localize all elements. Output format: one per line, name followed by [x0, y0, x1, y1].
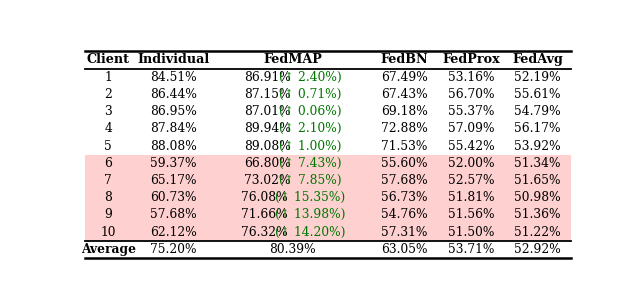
Text: Average: Average	[81, 243, 136, 256]
Text: 54.79%: 54.79%	[515, 105, 561, 118]
Text: 4: 4	[104, 122, 112, 135]
Text: 7: 7	[104, 174, 112, 187]
Text: (↑ 15.35%): (↑ 15.35%)	[275, 191, 346, 204]
Text: 51.56%: 51.56%	[447, 209, 494, 222]
Text: 56.73%: 56.73%	[381, 191, 428, 204]
Text: 51.22%: 51.22%	[515, 226, 561, 239]
Text: 52.57%: 52.57%	[447, 174, 494, 187]
Text: 75.20%: 75.20%	[150, 243, 196, 256]
Text: 8: 8	[104, 191, 112, 204]
Text: FedMAP: FedMAP	[264, 53, 323, 66]
Text: 51.65%: 51.65%	[515, 174, 561, 187]
Text: 73.02%: 73.02%	[244, 174, 291, 187]
Text: 55.37%: 55.37%	[448, 105, 494, 118]
Text: 63.05%: 63.05%	[381, 243, 428, 256]
Text: 57.31%: 57.31%	[381, 226, 428, 239]
Bar	[85, 189, 571, 206]
Text: 57.68%: 57.68%	[381, 174, 428, 187]
Text: 51.36%: 51.36%	[515, 209, 561, 222]
Text: 53.16%: 53.16%	[447, 71, 494, 84]
Text: 52.19%: 52.19%	[515, 71, 561, 84]
Text: 6: 6	[104, 157, 112, 170]
Text: (↑ 13.98%): (↑ 13.98%)	[275, 209, 346, 222]
Text: 76.32%: 76.32%	[241, 226, 288, 239]
Text: 50.98%: 50.98%	[515, 191, 561, 204]
Text: (↑ 7.43%): (↑ 7.43%)	[279, 157, 342, 170]
Text: 56.70%: 56.70%	[447, 88, 494, 101]
Text: 59.37%: 59.37%	[150, 157, 196, 170]
Text: 71.53%: 71.53%	[381, 140, 428, 153]
Text: 67.49%: 67.49%	[381, 71, 428, 84]
Text: 89.94%: 89.94%	[244, 122, 291, 135]
Text: 71.66%: 71.66%	[241, 209, 288, 222]
Text: 57.09%: 57.09%	[447, 122, 494, 135]
Text: 67.43%: 67.43%	[381, 88, 428, 101]
Text: (↑ 1.00%): (↑ 1.00%)	[279, 140, 342, 153]
Text: 9: 9	[104, 209, 112, 222]
Text: 69.18%: 69.18%	[381, 105, 428, 118]
Text: 51.34%: 51.34%	[515, 157, 561, 170]
Text: 86.91%: 86.91%	[244, 71, 291, 84]
Text: 55.60%: 55.60%	[381, 157, 428, 170]
Text: 60.73%: 60.73%	[150, 191, 196, 204]
Text: 52.92%: 52.92%	[515, 243, 561, 256]
Text: 56.17%: 56.17%	[515, 122, 561, 135]
Text: 88.08%: 88.08%	[150, 140, 196, 153]
Text: 55.61%: 55.61%	[515, 88, 561, 101]
Text: 5: 5	[104, 140, 112, 153]
Text: (↑ 0.71%): (↑ 0.71%)	[279, 88, 342, 101]
Text: 87.15%: 87.15%	[244, 88, 291, 101]
Text: 62.12%: 62.12%	[150, 226, 196, 239]
Text: (↑ 2.40%): (↑ 2.40%)	[279, 71, 342, 84]
Bar	[85, 224, 571, 241]
Text: 84.51%: 84.51%	[150, 71, 196, 84]
Text: 53.71%: 53.71%	[448, 243, 494, 256]
Text: 1: 1	[104, 71, 112, 84]
Text: 87.84%: 87.84%	[150, 122, 196, 135]
Text: (↑ 7.85%): (↑ 7.85%)	[279, 174, 342, 187]
Bar	[85, 155, 571, 172]
Text: FedProx: FedProx	[442, 53, 500, 66]
Text: 86.44%: 86.44%	[150, 88, 196, 101]
Text: 10: 10	[100, 226, 116, 239]
Text: 76.08%: 76.08%	[241, 191, 288, 204]
Text: FedAvg: FedAvg	[512, 53, 563, 66]
Text: (↑ 0.06%): (↑ 0.06%)	[279, 105, 342, 118]
Text: 72.88%: 72.88%	[381, 122, 428, 135]
Text: Client: Client	[86, 53, 130, 66]
Text: 86.95%: 86.95%	[150, 105, 196, 118]
Text: 66.80%: 66.80%	[244, 157, 291, 170]
Text: Individual: Individual	[137, 53, 209, 66]
Text: 53.92%: 53.92%	[515, 140, 561, 153]
Bar	[85, 206, 571, 224]
Text: 65.17%: 65.17%	[150, 174, 196, 187]
Text: 3: 3	[104, 105, 112, 118]
Text: 54.76%: 54.76%	[381, 209, 428, 222]
Text: 51.50%: 51.50%	[448, 226, 494, 239]
Text: 80.39%: 80.39%	[269, 243, 316, 256]
Bar	[85, 172, 571, 189]
Text: 51.81%: 51.81%	[447, 191, 494, 204]
Text: 52.00%: 52.00%	[447, 157, 494, 170]
Text: 57.68%: 57.68%	[150, 209, 196, 222]
Text: 89.08%: 89.08%	[244, 140, 291, 153]
Text: 87.01%: 87.01%	[244, 105, 291, 118]
Text: 2: 2	[104, 88, 112, 101]
Text: FedBN: FedBN	[380, 53, 428, 66]
Text: (↑ 14.20%): (↑ 14.20%)	[275, 226, 346, 239]
Text: 55.42%: 55.42%	[447, 140, 494, 153]
Text: (↑ 2.10%): (↑ 2.10%)	[279, 122, 342, 135]
